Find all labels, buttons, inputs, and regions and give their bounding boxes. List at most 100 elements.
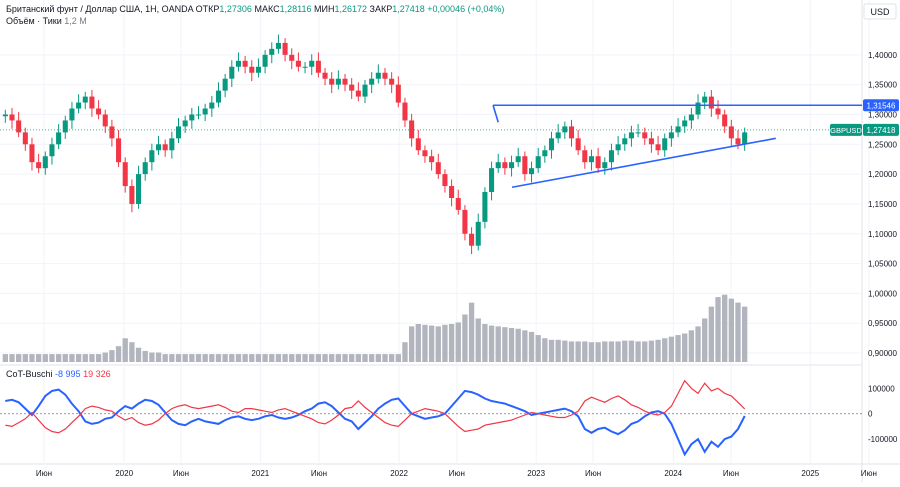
candle-body xyxy=(89,96,95,109)
candle-body xyxy=(642,132,648,139)
volume-legend[interactable]: Объём · Тики 1,2 M xyxy=(6,16,87,26)
cot-tick-label: 0 xyxy=(868,410,873,419)
candle-body xyxy=(568,126,575,139)
candle-body xyxy=(742,132,748,145)
volume-bar xyxy=(229,354,235,362)
volume-bar xyxy=(15,354,22,362)
candle-body xyxy=(602,162,608,169)
volume-bar xyxy=(648,340,655,362)
candle-body xyxy=(708,96,714,109)
candle-body xyxy=(155,144,162,151)
volume-bar xyxy=(455,322,461,362)
high-value: 1,28116 xyxy=(279,4,312,14)
candle-body xyxy=(668,132,674,139)
volume-bar xyxy=(528,331,535,362)
price-axis[interactable]: 1,40000 1,35000 1,30000 1,25000 1,20000 1,150… xyxy=(868,51,897,358)
volume-bar xyxy=(442,324,448,362)
candle-body xyxy=(662,138,668,151)
candle-body xyxy=(688,114,694,121)
candle-body xyxy=(149,150,155,163)
volume-bar xyxy=(249,354,255,362)
volume-bar xyxy=(668,336,675,362)
volume-bar xyxy=(628,340,635,362)
volume-bar xyxy=(388,354,395,362)
candle-body xyxy=(535,156,541,169)
volume-bar xyxy=(162,354,168,362)
candle-body xyxy=(395,84,401,103)
volume-bar xyxy=(222,354,228,362)
candle-body xyxy=(329,78,335,85)
svg-text:USD: USD xyxy=(870,7,890,17)
candle-body xyxy=(102,114,108,127)
candle-body xyxy=(215,90,222,103)
candle-body xyxy=(9,114,15,121)
candle-body xyxy=(582,150,588,163)
trendline[interactable] xyxy=(511,137,776,189)
time-axis[interactable]: Июн 2020 Июн 2021 Июн 2022 Июн 2023 Июн 2024 Июн 20… xyxy=(36,469,877,478)
time-tick-label: Июн xyxy=(861,469,877,478)
candle-body xyxy=(522,156,528,175)
svg-text:1,27418: 1,27418 xyxy=(867,126,896,135)
volume-bar xyxy=(735,302,741,362)
volume-bar xyxy=(349,354,355,362)
candle-body xyxy=(515,156,521,163)
candle-body xyxy=(129,186,135,204)
volume-bar xyxy=(428,325,435,362)
volume-bar xyxy=(422,324,428,362)
candle-body xyxy=(375,72,381,79)
volume-bar xyxy=(62,354,68,362)
candle-body xyxy=(409,120,415,139)
low-value: 1,26172 xyxy=(334,4,368,14)
volume-bar xyxy=(615,341,621,362)
volume-bar xyxy=(342,354,348,362)
symbol-legend[interactable]: Британский фунт / Доллар США, 1Н, OANDA … xyxy=(6,4,504,14)
volume-bar xyxy=(82,354,88,362)
candle-body xyxy=(635,132,641,134)
candle-body xyxy=(195,114,202,116)
volume-bar xyxy=(149,352,155,362)
candle-body xyxy=(136,174,142,204)
volume-bar xyxy=(362,354,368,362)
volume-bar xyxy=(329,354,335,362)
candle-body xyxy=(415,138,421,151)
volume-bar xyxy=(315,354,322,362)
candle-body xyxy=(36,162,42,169)
candle-body xyxy=(235,60,241,67)
volume-bar xyxy=(142,350,148,362)
price-tick-label: 0,95000 xyxy=(868,319,897,328)
time-tick-label: 2022 xyxy=(390,469,408,478)
candle-body xyxy=(702,96,708,103)
cot-value-1: -8 995 xyxy=(55,369,81,379)
volume-bar xyxy=(542,338,548,362)
candle-body xyxy=(62,120,68,133)
volume-bar xyxy=(122,338,128,362)
cot-axis[interactable]: 100000 0 -100000 xyxy=(868,384,898,444)
currency-button[interactable]: USD xyxy=(863,3,897,20)
volume-bar xyxy=(262,354,268,362)
candle-body xyxy=(342,78,348,85)
candle-body xyxy=(435,162,441,175)
price-tick-label: 0,90000 xyxy=(868,349,897,358)
candle-body xyxy=(369,78,375,85)
volume-bar xyxy=(588,342,595,362)
cot-legend[interactable]: CoT-Buschi -8 995 19 326 xyxy=(6,369,111,379)
volume-bar xyxy=(289,354,295,362)
volume-bar xyxy=(375,354,381,362)
cot-series-blue xyxy=(5,388,746,457)
candle-body xyxy=(2,114,8,117)
cot-tick-label: -100000 xyxy=(868,435,898,444)
trendline[interactable] xyxy=(492,105,500,123)
volume-bar xyxy=(468,302,475,362)
volume-bar xyxy=(655,339,661,362)
level-price-tag: 1,31546 xyxy=(863,99,899,112)
candle-body xyxy=(255,66,261,73)
cot-series-red xyxy=(5,379,746,434)
time-tick-label: 2023 xyxy=(527,469,545,478)
candle-body xyxy=(142,162,148,175)
candle-body xyxy=(82,96,88,103)
volume-bar xyxy=(369,354,375,362)
volume-bar xyxy=(275,354,282,362)
candle-body xyxy=(335,78,341,85)
candle-body xyxy=(182,120,188,127)
